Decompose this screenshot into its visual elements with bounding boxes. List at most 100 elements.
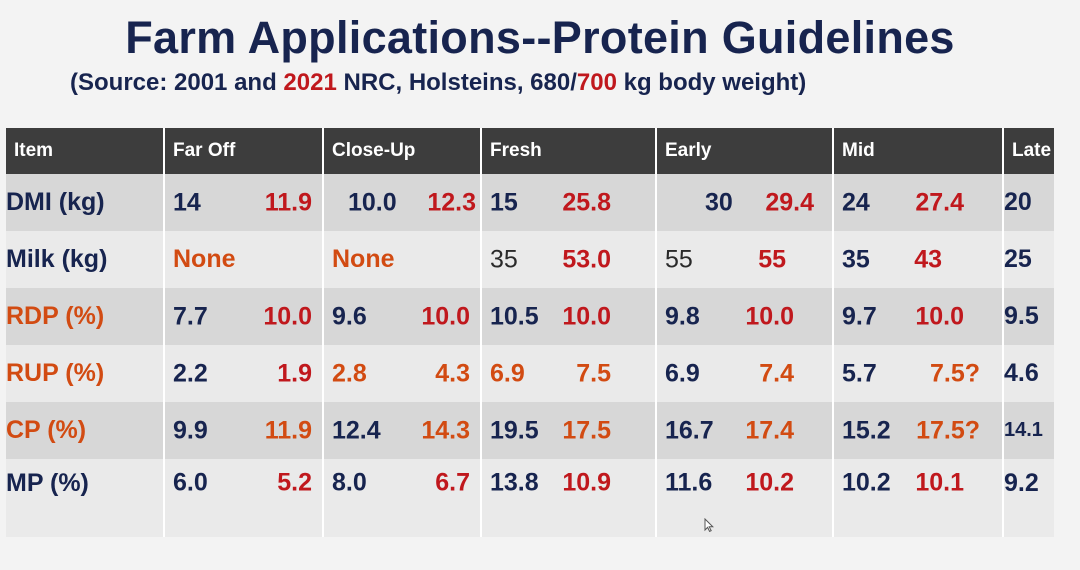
cell-cp-early: 16.7 17.4 <box>655 402 833 459</box>
value-2021: 4.3 <box>435 359 470 387</box>
table-row-milk: Milk (kg) None None 35 53.0 55 55 35 43 25 <box>6 231 1054 288</box>
column-header-close-up: Close-Up <box>322 128 481 174</box>
cell-milk-mid: 35 43 <box>832 231 1003 288</box>
value-2001: 9.7 <box>842 302 877 330</box>
cell-mp-fresh: 13.8 10.9 <box>480 459 656 537</box>
cell-rdp-mid: 9.7 10.0 <box>832 288 1003 345</box>
column-header-mid: Mid <box>832 128 1003 174</box>
subtitle-suffix: kg body weight) <box>616 69 807 96</box>
cell-rdp-late: 9.5 <box>1002 288 1054 345</box>
value-2021: 10.0 <box>915 302 964 330</box>
protein-guidelines-table: Item Far Off Close-Up Fresh Early Mid La… <box>6 128 1054 537</box>
value-2001: 13.8 <box>490 468 539 497</box>
value-2021: 10.0 <box>745 302 794 330</box>
value-2001: 19.5 <box>490 416 539 444</box>
column-header-fresh: Fresh <box>480 128 656 174</box>
value-2021: 7.5 <box>576 359 611 387</box>
value-2021: 10.2 <box>745 468 794 497</box>
value-2021: 55 <box>758 245 786 273</box>
value-2021: 7.4 <box>759 359 794 387</box>
cell-milk-close-up: None <box>322 231 481 288</box>
cell-dmi-far-off: 14 11.9 <box>163 174 323 231</box>
cell-milk-early: 55 55 <box>655 231 833 288</box>
cell-rdp-far-off: 7.7 10.0 <box>163 288 323 345</box>
cell-rup-mid: 5.7 7.5? <box>832 345 1003 402</box>
cell-dmi-mid: 24 27.4 <box>832 174 1003 231</box>
value-2001: 10.0 <box>348 188 397 216</box>
value-2001: 55 <box>665 245 693 273</box>
table-row-rup: RUP (%) 2.2 1.9 2.8 4.3 6.9 7.5 6.9 7.4 5.7 7… <box>6 345 1054 402</box>
value-2021: 11.9 <box>264 188 312 216</box>
value-2001: 6.0 <box>173 468 208 497</box>
value-2001: 15 <box>490 188 518 216</box>
table-header-row: Item Far Off Close-Up Fresh Early Mid La… <box>6 128 1054 174</box>
value-2001: 10.2 <box>842 468 891 497</box>
value-2001: 14 <box>173 188 201 216</box>
value-2001: 35 <box>490 245 518 273</box>
value-2021: 1.9 <box>277 359 312 387</box>
cell-cp-close-up: 12.4 14.3 <box>322 402 481 459</box>
cell-milk-fresh: 35 53.0 <box>480 231 656 288</box>
cell-rdp-early: 9.8 10.0 <box>655 288 833 345</box>
cell-rup-early: 6.9 7.4 <box>655 345 833 402</box>
cell-mp-close-up: 8.0 6.7 <box>322 459 481 537</box>
column-header-far-off: Far Off <box>163 128 323 174</box>
cell-rdp-close-up: 9.6 10.0 <box>322 288 481 345</box>
value-2021: 25.8 <box>562 188 611 216</box>
value-2021: 27.4 <box>915 188 964 216</box>
column-header-late: Late <box>1002 128 1054 174</box>
cell-rup-far-off: 2.2 1.9 <box>163 345 323 402</box>
mouse-pointer-icon <box>704 518 714 532</box>
subtitle-prefix: (Source: 2001 and <box>70 69 284 96</box>
value-2021: 10.0 <box>421 302 470 330</box>
value-2021: 14.3 <box>421 416 470 444</box>
value-2021: 53.0 <box>562 245 611 273</box>
value-2001: 10.5 <box>490 302 539 330</box>
value-2021: 7.5? <box>929 359 980 387</box>
cell-cp-late: 14.1 <box>1002 402 1054 459</box>
value-2001: 6.9 <box>665 359 700 387</box>
value-2021: 10.9 <box>562 468 611 497</box>
column-header-early: Early <box>655 128 833 174</box>
row-label-milk: Milk (kg) <box>6 231 164 288</box>
subtitle-mid: NRC, Holsteins, 680/ <box>336 69 577 96</box>
row-label-mp: MP (%) <box>6 459 164 537</box>
cell-rdp-fresh: 10.5 10.0 <box>480 288 656 345</box>
cell-mp-mid: 10.2 10.1 <box>832 459 1003 537</box>
value-2001: 15.2 <box>842 416 891 444</box>
cell-dmi-late: 20 <box>1002 174 1054 231</box>
value-2001: 16.7 <box>665 416 714 444</box>
value-2021: 6.7 <box>435 468 470 497</box>
cell-milk-far-off: None <box>163 231 323 288</box>
value-none: None <box>173 245 236 273</box>
value-2021: 17.5 <box>562 416 611 444</box>
value-2001: 30 <box>705 188 733 216</box>
row-label-cp: CP (%) <box>6 402 164 459</box>
cell-dmi-fresh: 15 25.8 <box>480 174 656 231</box>
value-2001: 9.9 <box>173 416 208 444</box>
cell-dmi-early: 30 29.4 <box>655 174 833 231</box>
value-2021: 10.1 <box>915 468 964 497</box>
value-2021: 43 <box>914 245 942 273</box>
page-title: Farm Applications--Protein Guidelines <box>125 12 955 63</box>
cell-cp-fresh: 19.5 17.5 <box>480 402 656 459</box>
value-none: None <box>332 245 395 273</box>
row-label-dmi: DMI (kg) <box>6 174 164 231</box>
cell-cp-far-off: 9.9 11.9 <box>163 402 323 459</box>
subtitle-year-2021: 2021 <box>283 69 337 96</box>
value-2021: 17.4 <box>745 416 794 444</box>
value-2001: 9.8 <box>665 302 700 330</box>
value-2001: 35 <box>842 245 870 273</box>
value-2001: 8.0 <box>332 468 367 497</box>
cell-milk-late: 25 <box>1002 231 1054 288</box>
row-label-rup: RUP (%) <box>6 345 164 402</box>
value-2001: 24 <box>842 188 870 216</box>
table-row-mp: MP (%) 6.0 5.2 8.0 6.7 13.8 10.9 11.6 10.2 1… <box>6 459 1054 537</box>
value-2021: 10.0 <box>263 302 312 330</box>
cell-dmi-close-up: 10.0 12.3 <box>322 174 481 231</box>
table-row-cp: CP (%) 9.9 11.9 12.4 14.3 19.5 17.5 16.7 17.… <box>6 402 1054 459</box>
table-row-rdp: RDP (%) 7.7 10.0 9.6 10.0 10.5 10.0 9.8 10.0… <box>6 288 1054 345</box>
value-2021: 11.9 <box>264 416 312 444</box>
value-2021: 17.5? <box>916 416 980 444</box>
cell-mp-early: 11.6 10.2 <box>655 459 833 537</box>
